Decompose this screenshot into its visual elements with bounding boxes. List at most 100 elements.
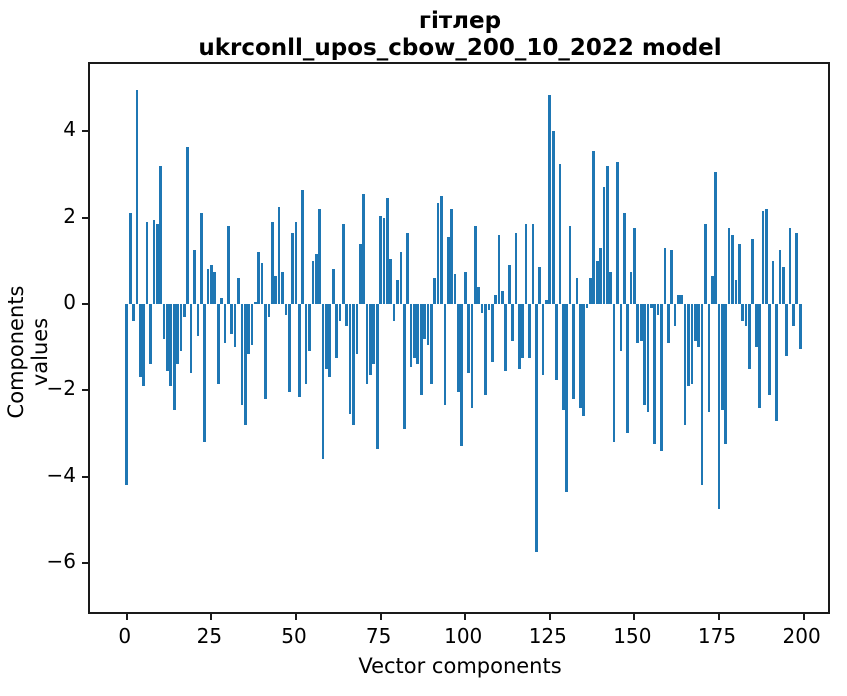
x-tick-mark (379, 614, 382, 620)
y-tick-mark (82, 303, 88, 305)
bar (788, 228, 792, 304)
y-tick-label: −4 (46, 462, 76, 487)
bar (216, 304, 220, 384)
bar (457, 304, 460, 393)
bar (206, 269, 210, 304)
bar (656, 304, 660, 315)
bar (250, 304, 254, 345)
bar (572, 304, 575, 399)
x-tick-mark (295, 614, 297, 620)
bar (670, 250, 673, 304)
bar (731, 234, 734, 304)
bar (149, 304, 152, 365)
x-tick-label: 175 (697, 624, 737, 648)
bar (555, 304, 558, 380)
bar (721, 304, 724, 410)
y-tick-label: −2 (46, 376, 76, 401)
bar (599, 247, 602, 304)
x-tick-label: 0 (118, 624, 132, 648)
bar (294, 222, 298, 304)
bar (578, 304, 582, 408)
y-tick-mark (82, 130, 88, 133)
bar (744, 304, 748, 326)
y-tick-label: 4 (63, 117, 76, 142)
bar (440, 196, 443, 304)
bar (172, 304, 176, 410)
bar (548, 94, 552, 304)
bar (649, 304, 653, 309)
bar (626, 304, 629, 434)
bar (325, 304, 328, 369)
bar (446, 237, 450, 304)
bar (494, 295, 497, 304)
bar (751, 239, 755, 304)
bar (727, 228, 731, 304)
bar (697, 304, 701, 348)
bar (342, 224, 345, 304)
bar (765, 209, 768, 304)
bar (561, 304, 565, 410)
bar (186, 146, 190, 304)
bar (595, 260, 599, 304)
bar (467, 304, 470, 374)
bar (636, 304, 640, 343)
bar (189, 304, 193, 374)
bar (545, 299, 548, 304)
bar (507, 265, 511, 304)
bar (260, 263, 264, 304)
bar (328, 304, 332, 378)
bar (199, 213, 203, 304)
bar (226, 226, 230, 304)
bar (643, 304, 646, 406)
bar (402, 304, 406, 430)
bar (257, 252, 261, 304)
bar (298, 304, 301, 397)
bar (717, 304, 721, 509)
bar (748, 304, 751, 369)
bar (210, 265, 213, 304)
bar (162, 304, 166, 339)
bar (460, 304, 464, 447)
bar (365, 304, 369, 384)
bar (213, 271, 217, 304)
bar (795, 232, 799, 304)
bar (152, 219, 156, 304)
bar (551, 131, 555, 304)
bar (700, 304, 704, 486)
bar (714, 172, 717, 304)
bar (423, 304, 426, 339)
bar (335, 304, 338, 358)
y-tick-label: 2 (63, 203, 76, 228)
bar (193, 250, 196, 304)
bar (534, 304, 538, 553)
bar (176, 304, 179, 365)
bar (382, 217, 386, 304)
bar (392, 304, 396, 322)
bar (369, 304, 372, 376)
bar (430, 304, 433, 384)
bar (771, 260, 775, 304)
bar (538, 267, 541, 304)
bar (629, 271, 633, 304)
bar (680, 295, 684, 304)
bar (169, 304, 173, 386)
bar (710, 275, 714, 304)
x-tick-label: 100 (444, 624, 483, 648)
bar (724, 304, 728, 445)
bar (433, 278, 437, 304)
x-tick-label: 125 (528, 624, 567, 648)
y-tick-label: 0 (63, 290, 76, 314)
bar (484, 304, 487, 395)
bar (616, 161, 619, 304)
bar (589, 278, 592, 304)
bar (135, 90, 139, 304)
bar (673, 304, 677, 326)
bar (396, 280, 399, 304)
bar (487, 304, 491, 311)
bar (737, 243, 741, 304)
y-tick-mark (82, 216, 88, 219)
x-tick-mark (548, 614, 551, 620)
bar (677, 295, 680, 304)
bar (125, 304, 129, 486)
bar (128, 213, 132, 304)
